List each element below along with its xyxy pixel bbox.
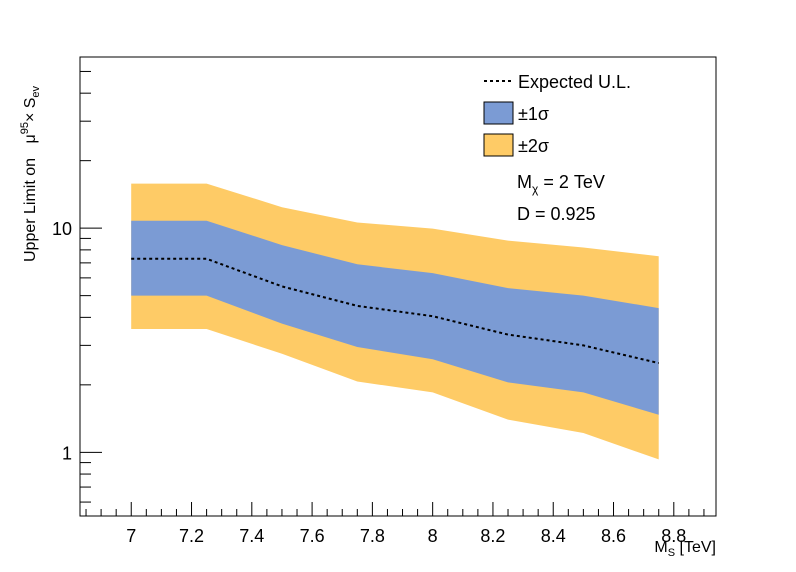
band-1sigma (131, 220, 659, 415)
annotation-mchi: Mχ = 2 TeV (517, 172, 605, 196)
x-tick-label: 7.6 (300, 526, 325, 546)
legend-swatch-band (483, 101, 514, 125)
legend-label: Expected U.L. (518, 72, 631, 92)
y-axis-title-mu: μ (22, 134, 39, 143)
y-axis: 1 10 (52, 70, 102, 503)
x-tick-label: 8.6 (601, 526, 626, 546)
x-tick-label: 7.4 (239, 526, 264, 546)
plot-frame (79, 56, 717, 517)
legend-label: ±2σ (518, 136, 549, 156)
bands-layer (131, 183, 659, 460)
x-axis-title: MS [TeV] (654, 539, 716, 559)
x-tick-label: 8.8 (661, 526, 686, 546)
y-axis-title-prefix: Upper Limit on (22, 158, 39, 262)
x-tick-label: 8.2 (480, 526, 505, 546)
x-tick-label: 8 (428, 526, 438, 546)
x-tick-label: 7.2 (179, 526, 204, 546)
x-tick-label: 8.4 (541, 526, 566, 546)
y-axis-title: Upper Limit on μ95× Sev (19, 85, 42, 262)
annotation-d: D = 0.925 (517, 204, 596, 224)
legend: Expected U.L. ±1σ ±2σ (483, 72, 631, 157)
x-tick-label: 7.8 (360, 526, 385, 546)
y-tick-label: 10 (52, 219, 72, 239)
x-axis: 7 7.2 7.4 7.6 7.8 8 8.2 8.4 8.6 8.8 (85, 502, 705, 546)
svg-text:Upper Limit on μ95× Sev: Upper Limit on μ95× Sev (19, 85, 42, 262)
legend-label: ±1σ (518, 104, 549, 124)
legend-swatch-band (483, 133, 514, 157)
x-tick-label: 7 (126, 526, 136, 546)
expected-ul-line (131, 257, 659, 365)
y-tick-label: 1 (62, 443, 72, 463)
